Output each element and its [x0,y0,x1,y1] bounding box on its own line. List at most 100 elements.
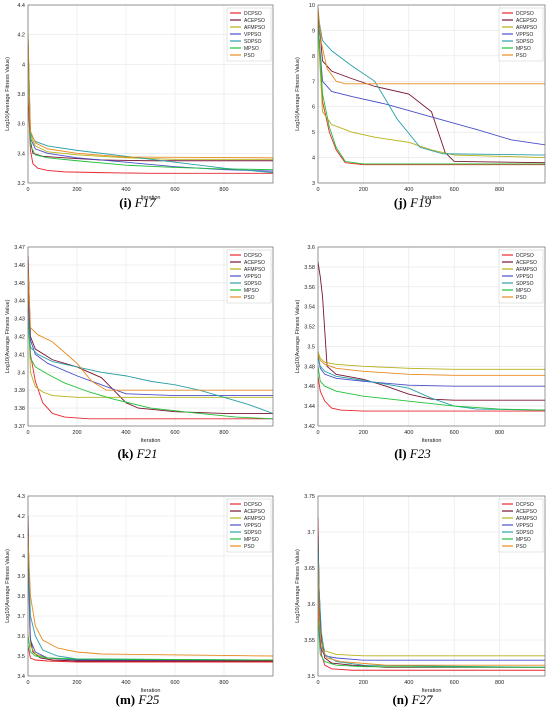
x-tick-label: 400 [121,680,130,686]
series-line-afmpso [318,30,545,159]
y-tick-label: 3.7 [17,614,25,620]
y-tick-label: 3.43 [14,317,25,323]
y-tick-label: 3.5 [17,654,25,660]
chart-panel-3: 3.37 3.38 3.39 3.4 3.41 3.42 3.43 3.44 3.45 3.46 3… [5,245,274,444]
x-tick-label: 600 [170,680,179,686]
panel-caption: (l) F23 [275,446,550,462]
legend-entry: MPSO [516,537,531,543]
series-line-sdpso [28,318,273,414]
x-tick-label: 0 [26,187,29,193]
caption-letter: (n) [392,692,409,707]
series-line-afmpso [318,351,545,370]
legend-entry: MPSO [244,46,259,52]
y-tick-label: 4.4 [17,3,25,9]
legend-entry: DCPSO [516,253,534,259]
panel-caption: (n) F27 [275,692,550,708]
axes-frame [27,4,274,184]
x-tick-label: 400 [404,430,413,436]
y-tick-label: 3.37 [14,424,25,430]
x-tick-label: 0 [316,187,319,193]
legend-entry: DCPSO [516,11,534,17]
x-tick-label: 800 [495,430,504,436]
y-axis-label: Log10(Average Fitness Value) [5,57,11,131]
legend-entry: VPPSO [516,523,533,529]
y-tick-label: 3.65 [304,566,315,572]
x-tick-label: 200 [359,430,368,436]
series-line-dcpso [318,376,545,412]
legend-entry: SDPSO [516,281,534,287]
y-tick-label: 5 [312,130,315,136]
x-tick-label: 800 [495,680,504,686]
y-tick-label: 3.5 [307,674,315,680]
legend-entry: AFMPSO [516,25,537,31]
y-tick-label: 3.42 [304,424,315,430]
chart-panel-2: 3 4 5 6 7 8 9 10 0 200 400 600 800 Iteration Log10(Ave… [295,3,546,201]
legend-entry: PSO [516,295,527,301]
y-tick-label: 3.48 [304,364,315,370]
panel-caption: (m) F25 [0,692,275,708]
legend-entry: MPSO [516,46,531,52]
y-tick-label: 4.2 [17,33,25,39]
chart-panel-1: 3.2 3.4 3.6 3.8 4 4.2 4.4 0 200 400 600 800 Iteratio… [5,3,274,201]
series-line-vppso [28,300,273,397]
x-tick-label: 400 [121,430,130,436]
x-tick-label: 200 [359,680,368,686]
legend-entry: ACEPSO [516,509,537,515]
chart-panel-5: 3.4 3.5 3.6 3.7 3.8 3.9 4 4.1 4.2 4.3 0 200 400 600 80… [5,494,274,694]
x-axis-label: Iteration [422,195,442,201]
y-tick-label: 3.75 [304,494,315,500]
y-tick-label: 3.56 [304,285,315,291]
x-tick-label: 400 [404,680,413,686]
x-tick-label: 800 [219,680,228,686]
legend-entry: SDPSO [244,530,262,536]
legend-entry: ACEPSO [516,260,537,266]
caption-letter: (i) [119,195,132,210]
axes-frame [27,246,274,427]
series-line-mpso [318,366,545,411]
y-tick-label: 3.6 [307,245,315,251]
legend-entry: AFMPSO [244,516,265,522]
axes-frame [317,4,546,184]
legend-entry: ACEPSO [516,18,537,24]
caption-function: F27 [411,692,433,707]
y-tick-label: 9 [312,28,315,34]
y-tick-label: 4 [22,554,25,560]
legend-entry: PSO [244,295,255,301]
y-tick-label: 3.41 [14,352,25,358]
series-line-pso [318,354,545,376]
y-tick-label: 4 [312,156,315,162]
y-tick-label: 10 [309,3,315,9]
y-tick-label: 3.54 [304,305,315,311]
caption-function: F25 [138,692,160,707]
legend-entry: PSO [516,53,527,59]
x-tick-label: 800 [495,187,504,193]
legend-entry: AFMPSO [244,25,265,31]
series-line-mpso [28,46,273,171]
caption-function: F17 [134,195,156,210]
y-tick-label: 3.4 [17,151,25,157]
chart-panel-6: 3.5 3.55 3.6 3.65 3.7 3.75 0 200 400 600 800 Iterat… [295,494,546,694]
x-tick-label: 0 [26,680,29,686]
series-line-mpso [28,318,273,420]
legend-entry: VPPSO [244,523,261,529]
x-tick-label: 200 [72,187,81,193]
legend-entry: ACEPSO [244,260,265,266]
series-line-sdpso [318,356,545,411]
y-tick-label: 4.1 [17,534,25,540]
legend-entry: DCPSO [244,502,262,508]
chart-panel-4: 3.42 3.44 3.46 3.48 3.5 3.52 3.54 3.56 3.58 3.6 0 2… [295,245,546,444]
legend-entry: VPPSO [516,274,533,280]
panel-caption: (k) F21 [0,446,275,462]
x-axis-label: Iteration [141,195,161,201]
x-tick-label: 800 [219,187,228,193]
y-axis-label: Log10(Average Fitness Value) [295,299,301,373]
caption-function: F23 [409,446,431,461]
x-tick-label: 0 [316,680,319,686]
legend-entry: SDPSO [516,530,534,536]
series-line-acepso [318,10,545,164]
